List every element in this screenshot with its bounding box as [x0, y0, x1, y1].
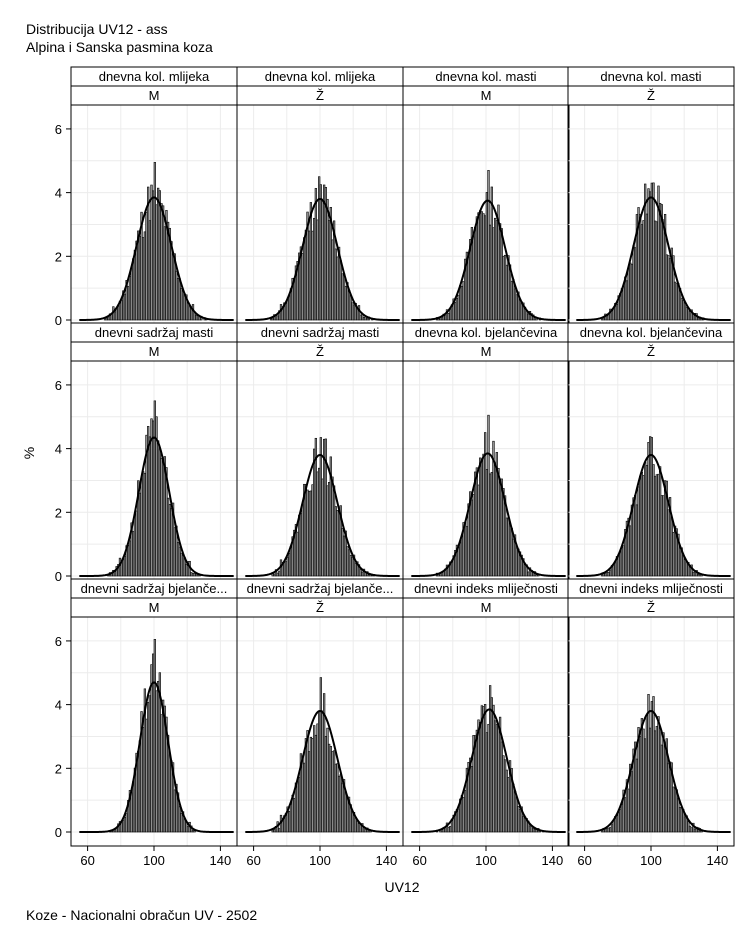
histogram-bar	[690, 564, 693, 577]
normal-curve	[245, 197, 400, 321]
x-tick-label: 60	[577, 853, 591, 868]
sex-label: M	[481, 344, 492, 359]
y-tick-label: 4	[55, 442, 62, 457]
x-tick-label: 60	[80, 853, 94, 868]
histogram-bar	[357, 305, 361, 321]
trait-label: dnevni indeks mliječnosti	[579, 581, 723, 596]
trait-label: dnevni sadržaj masti	[261, 325, 380, 340]
y-tick-label: 2	[55, 761, 62, 776]
x-tick-label: 140	[376, 853, 398, 868]
panel-6: dnevni sadržaj masti Ž	[236, 322, 404, 591]
sex-label: Ž	[647, 88, 655, 103]
x-tick-label: 140	[542, 853, 564, 868]
y-tick-label: 4	[55, 698, 62, 713]
panel-4: dnevna kol. masti Ž	[567, 66, 735, 335]
x-tick-label: 100	[475, 853, 497, 868]
panel-2: dnevna kol. mlijeka Ž	[236, 66, 404, 335]
sex-label: Ž	[647, 344, 655, 359]
sex-label: Ž	[316, 344, 324, 359]
normal-curve	[576, 709, 731, 833]
trait-label: dnevna kol. mlijeka	[99, 69, 210, 84]
trait-label: dnevna kol. masti	[435, 69, 536, 84]
chart-footnote: Koze - Nacionalni obračun UV - 2502	[26, 907, 258, 923]
x-tick-label: 100	[143, 853, 165, 868]
panel-1: dnevna kol. mlijeka M 0 2 4 6	[55, 66, 238, 335]
sex-label: M	[481, 88, 492, 103]
trait-label: dnevna kol. masti	[600, 69, 701, 84]
normal-curve	[79, 681, 234, 833]
chart-subtitle: Alpina i Sanska pasmina koza	[26, 39, 213, 55]
x-tick-label: 140	[210, 853, 232, 868]
x-axis-label: UV12	[384, 879, 419, 895]
normal-curve	[79, 196, 234, 321]
normal-curve	[576, 196, 731, 321]
normal-curve	[411, 708, 566, 833]
normal-curve	[245, 709, 400, 833]
y-tick-label: 2	[55, 505, 62, 520]
trait-label: dnevni sadržaj masti	[95, 325, 214, 340]
x-tick-label: 60	[246, 853, 260, 868]
normal-curve	[245, 453, 400, 577]
panel-7: dnevna kol. bjelančevina M	[402, 322, 570, 591]
normal-curve	[411, 452, 566, 577]
sex-label: Ž	[647, 600, 655, 615]
sex-label: M	[481, 600, 492, 615]
y-tick-label: 2	[55, 249, 62, 264]
panel-11: dnevni indeks mliječnosti M 60 100 140	[402, 578, 570, 868]
normal-curve	[79, 436, 234, 577]
y-tick-label: 4	[55, 186, 62, 201]
y-tick-label: 6	[55, 634, 62, 649]
sex-label: M	[149, 344, 160, 359]
trait-label: dnevni sadržaj bjelanče...	[81, 581, 228, 596]
panel-10: dnevni sadržaj bjelanče... Ž 60 100 140	[236, 578, 404, 868]
sex-label: M	[149, 600, 160, 615]
x-tick-label: 100	[309, 853, 331, 868]
trait-label: dnevni sadržaj bjelanče...	[247, 581, 394, 596]
x-tick-label: 60	[412, 853, 426, 868]
chart-title: Distribucija UV12 - ass	[26, 21, 168, 37]
y-tick-label: 0	[55, 825, 62, 840]
trait-label: dnevna kol. bjelančevina	[580, 325, 723, 340]
y-tick-label: 0	[55, 313, 62, 328]
y-tick-label: 0	[55, 569, 62, 584]
normal-curve	[411, 199, 566, 321]
chart-title-block: Distribucija UV12 - ass Alpina i Sanska …	[26, 20, 213, 56]
panel-5: dnevni sadržaj masti M 0 2 4 6	[55, 322, 238, 591]
normal-curve	[576, 453, 731, 577]
sex-label: M	[149, 88, 160, 103]
panel-9: dnevni sadržaj bjelanče... M 0 2 4 6 60 100 140	[55, 578, 238, 868]
sex-label: Ž	[316, 600, 324, 615]
trait-label: dnevni indeks mliječnosti	[414, 581, 558, 596]
y-axis-label: %	[21, 447, 37, 459]
trait-label: dnevna kol. bjelančevina	[415, 325, 558, 340]
y-tick-label: 6	[55, 122, 62, 137]
panel-3: dnevna kol. masti M	[402, 66, 570, 335]
panel-8: dnevna kol. bjelančevina Ž	[567, 322, 735, 591]
trait-label: dnevna kol. mlijeka	[265, 69, 376, 84]
x-tick-label: 100	[640, 853, 662, 868]
y-tick-label: 6	[55, 378, 62, 393]
x-tick-label: 140	[707, 853, 729, 868]
sex-label: Ž	[316, 88, 324, 103]
panel-12: dnevni indeks mliječnosti Ž 60 100 140	[567, 578, 735, 868]
